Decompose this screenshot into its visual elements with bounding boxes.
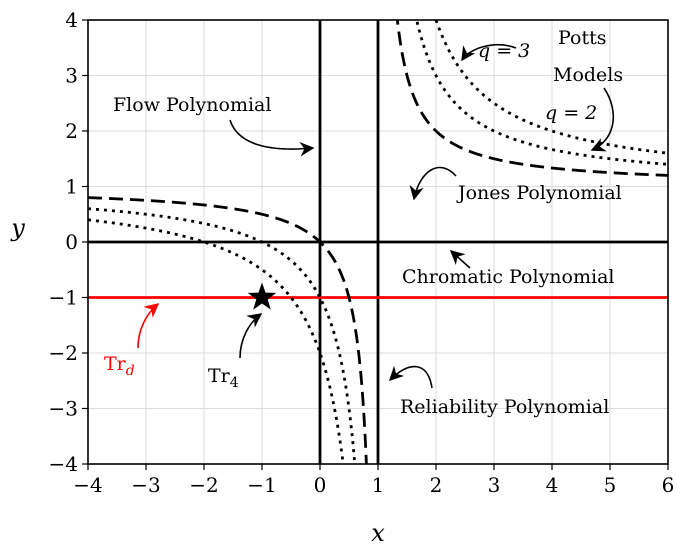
x-tick-label: 2 bbox=[430, 473, 443, 497]
x-tick-label: 1 bbox=[372, 473, 385, 497]
tr4-sub: 4 bbox=[230, 375, 239, 391]
star-marker bbox=[247, 282, 277, 310]
x-tick-label: 6 bbox=[662, 473, 675, 497]
y-tick-label: 1 bbox=[65, 175, 78, 199]
y-axis-label: y bbox=[10, 214, 25, 242]
x-tick-label: 3 bbox=[488, 473, 501, 497]
annotation-jones: Jones Polynomial bbox=[456, 182, 622, 204]
reliability-arrow bbox=[388, 365, 433, 389]
x-tick-label: −2 bbox=[189, 473, 218, 497]
series-hyperbola-k2-branch2 bbox=[415, 20, 668, 166]
annotation-trd: Trd bbox=[104, 353, 135, 379]
y-tick-label: 4 bbox=[65, 8, 78, 32]
trd-sub: d bbox=[126, 363, 135, 379]
series-hyperbola-k3-branch2 bbox=[434, 20, 668, 155]
q3-arrow bbox=[461, 44, 517, 62]
trd-main: Tr bbox=[104, 353, 127, 375]
x-axis-label: x bbox=[371, 519, 385, 546]
y-tick-label: −2 bbox=[49, 341, 78, 365]
x-tick-label: 5 bbox=[604, 473, 617, 497]
annotation-potts: Potts bbox=[558, 27, 606, 49]
tr4-main: Tr bbox=[208, 365, 231, 387]
annotations: q = 3 Potts Models q = 2 Flow Polynomial… bbox=[104, 27, 623, 418]
series-hyperbola-k2-branch1 bbox=[88, 207, 357, 464]
annotation-reliability: Reliability Polynomial bbox=[400, 396, 609, 418]
annotation-q2: q = 2 bbox=[545, 102, 597, 124]
annotation-tr4: Tr4 bbox=[208, 365, 239, 391]
x-tick-label: 4 bbox=[546, 473, 559, 497]
y-tick-label: 3 bbox=[65, 64, 78, 88]
jones-arrow bbox=[409, 166, 457, 201]
annotation-models: Models bbox=[553, 64, 623, 86]
y-tick-label: 2 bbox=[65, 119, 78, 143]
series-hyperbola-k1-branch1 bbox=[88, 196, 368, 464]
trd-arrow bbox=[137, 303, 160, 349]
annotation-arrows bbox=[137, 44, 615, 389]
annotation-chromatic: Chromatic Polynomial bbox=[402, 266, 614, 288]
x-tick-label: −3 bbox=[131, 473, 160, 497]
chromatic-arrow bbox=[449, 250, 471, 269]
y-tick-label: −4 bbox=[49, 452, 78, 476]
y-tick-label: −1 bbox=[49, 286, 78, 310]
y-tick-label: 0 bbox=[65, 230, 78, 254]
series-hyperbola-k1-branch2 bbox=[395, 20, 668, 177]
x-tick-label: 0 bbox=[314, 473, 327, 497]
x-tick-label: −1 bbox=[247, 473, 276, 497]
tick-layer: −4 −3 −2 −1 0 1 2 3 4 5 6 −4 −3 −2 −1 0 1 2 3 4 bbox=[49, 8, 675, 497]
tr4-arrow bbox=[239, 313, 263, 359]
x-tick-label: −4 bbox=[73, 473, 102, 497]
annotation-q3: q = 3 bbox=[478, 40, 530, 62]
series-layer bbox=[88, 20, 668, 464]
series-hyperbola-k3-branch1 bbox=[88, 218, 345, 464]
annotation-flow: Flow Polynomial bbox=[113, 94, 271, 116]
y-tick-label: −3 bbox=[49, 397, 78, 421]
flow-arrow bbox=[229, 119, 315, 157]
marker-layer bbox=[247, 282, 277, 310]
q2-arrow bbox=[590, 87, 615, 152]
